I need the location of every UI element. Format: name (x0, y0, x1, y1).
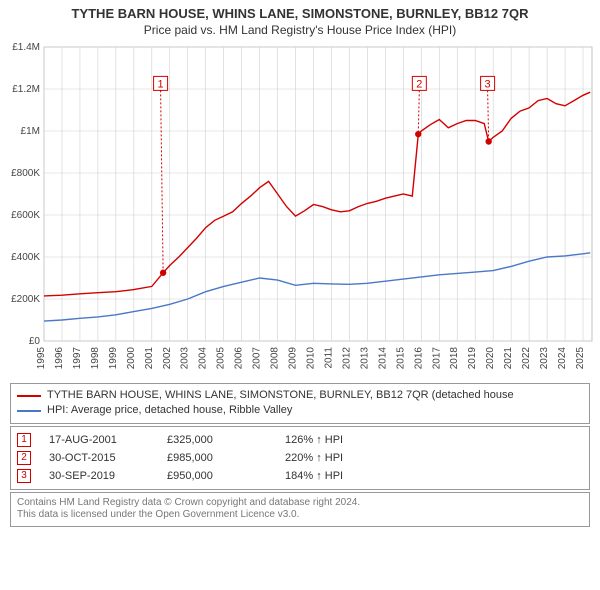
svg-text:2006: 2006 (234, 347, 245, 370)
event-price: £950,000 (167, 470, 267, 482)
event-row: 1 17-AUG-2001 £325,000 126% ↑ HPI (17, 433, 583, 447)
svg-text:2009: 2009 (288, 347, 299, 370)
svg-text:2023: 2023 (539, 347, 550, 370)
svg-text:2015: 2015 (395, 347, 406, 370)
line-chart: £0 £200K £400K £600K £800K £1M £1.2M £1.4M 1995 1… (0, 39, 600, 379)
svg-text:2013: 2013 (359, 347, 370, 370)
event-date: 17-AUG-2001 (49, 434, 149, 446)
svg-text:2002: 2002 (162, 347, 173, 370)
event-date: 30-OCT-2015 (49, 452, 149, 464)
attribution-line2: This data is licensed under the Open Gov… (17, 509, 583, 522)
svg-text:2012: 2012 (341, 347, 352, 370)
svg-text:2024: 2024 (557, 347, 568, 370)
svg-text:1998: 1998 (90, 347, 101, 370)
svg-text:2008: 2008 (270, 347, 281, 370)
svg-text:2025: 2025 (575, 347, 586, 370)
svg-text:2001: 2001 (144, 347, 155, 370)
event-badge: 2 (17, 451, 31, 465)
event-hpi: 184% ↑ HPI (285, 470, 405, 482)
event-price: £325,000 (167, 434, 267, 446)
svg-text:3: 3 (485, 78, 491, 90)
event-hpi: 126% ↑ HPI (285, 434, 405, 446)
chart-subtitle: Price paid vs. HM Land Registry's House … (8, 23, 592, 37)
svg-text:2021: 2021 (503, 347, 514, 370)
legend: TYTHE BARN HOUSE, WHINS LANE, SIMONSTONE… (10, 383, 590, 424)
event-price: £985,000 (167, 452, 267, 464)
events-table: 1 17-AUG-2001 £325,000 126% ↑ HPI 2 30-OCT-20… (10, 426, 590, 490)
svg-text:1996: 1996 (54, 347, 65, 370)
legend-item: HPI: Average price, detached house, Ribb… (17, 403, 583, 418)
event-row: 2 30-OCT-2015 £985,000 220% ↑ HPI (17, 451, 583, 465)
event-date: 30-SEP-2019 (49, 470, 149, 482)
legend-label: TYTHE BARN HOUSE, WHINS LANE, SIMONSTONE… (47, 388, 514, 403)
legend-label: HPI: Average price, detached house, Ribb… (47, 403, 292, 418)
svg-text:1: 1 (158, 78, 164, 90)
svg-text:1997: 1997 (72, 347, 83, 370)
chart-area: £0 £200K £400K £600K £800K £1M £1.2M £1.4M 1995 1… (0, 39, 600, 379)
event-badge: 3 (17, 469, 31, 483)
svg-text:£800K: £800K (11, 168, 40, 179)
svg-text:2022: 2022 (521, 347, 532, 370)
svg-text:1995: 1995 (36, 347, 47, 370)
event-row: 3 30-SEP-2019 £950,000 184% ↑ HPI (17, 469, 583, 483)
svg-text:£1.2M: £1.2M (12, 84, 40, 95)
svg-text:£1M: £1M (21, 126, 40, 137)
svg-text:2010: 2010 (306, 347, 317, 370)
svg-text:£400K: £400K (11, 252, 40, 263)
svg-text:2019: 2019 (467, 347, 478, 370)
svg-text:2000: 2000 (126, 347, 137, 370)
svg-text:2018: 2018 (449, 347, 460, 370)
svg-text:2: 2 (416, 78, 422, 90)
attribution: Contains HM Land Registry data © Crown c… (10, 492, 590, 527)
svg-text:£200K: £200K (11, 294, 40, 305)
title-block: TYTHE BARN HOUSE, WHINS LANE, SIMONSTONE… (0, 0, 600, 39)
event-badge: 1 (17, 433, 31, 447)
chart-title: TYTHE BARN HOUSE, WHINS LANE, SIMONSTONE… (8, 6, 592, 21)
legend-item: TYTHE BARN HOUSE, WHINS LANE, SIMONSTONE… (17, 388, 583, 403)
svg-text:2011: 2011 (323, 347, 334, 369)
svg-text:2020: 2020 (485, 347, 496, 370)
svg-text:2004: 2004 (198, 347, 209, 370)
svg-text:2016: 2016 (413, 347, 424, 370)
svg-text:1999: 1999 (108, 347, 119, 370)
event-hpi: 220% ↑ HPI (285, 452, 405, 464)
svg-text:2003: 2003 (180, 347, 191, 370)
svg-text:£600K: £600K (11, 210, 40, 221)
svg-text:2005: 2005 (216, 347, 227, 370)
attribution-line1: Contains HM Land Registry data © Crown c… (17, 497, 583, 510)
svg-text:2007: 2007 (252, 347, 263, 370)
svg-text:2017: 2017 (431, 347, 442, 370)
svg-text:£1.4M: £1.4M (12, 42, 40, 53)
svg-text:£0: £0 (29, 336, 41, 347)
svg-text:2014: 2014 (377, 347, 388, 370)
legend-swatch (17, 410, 41, 412)
legend-swatch (17, 395, 41, 397)
